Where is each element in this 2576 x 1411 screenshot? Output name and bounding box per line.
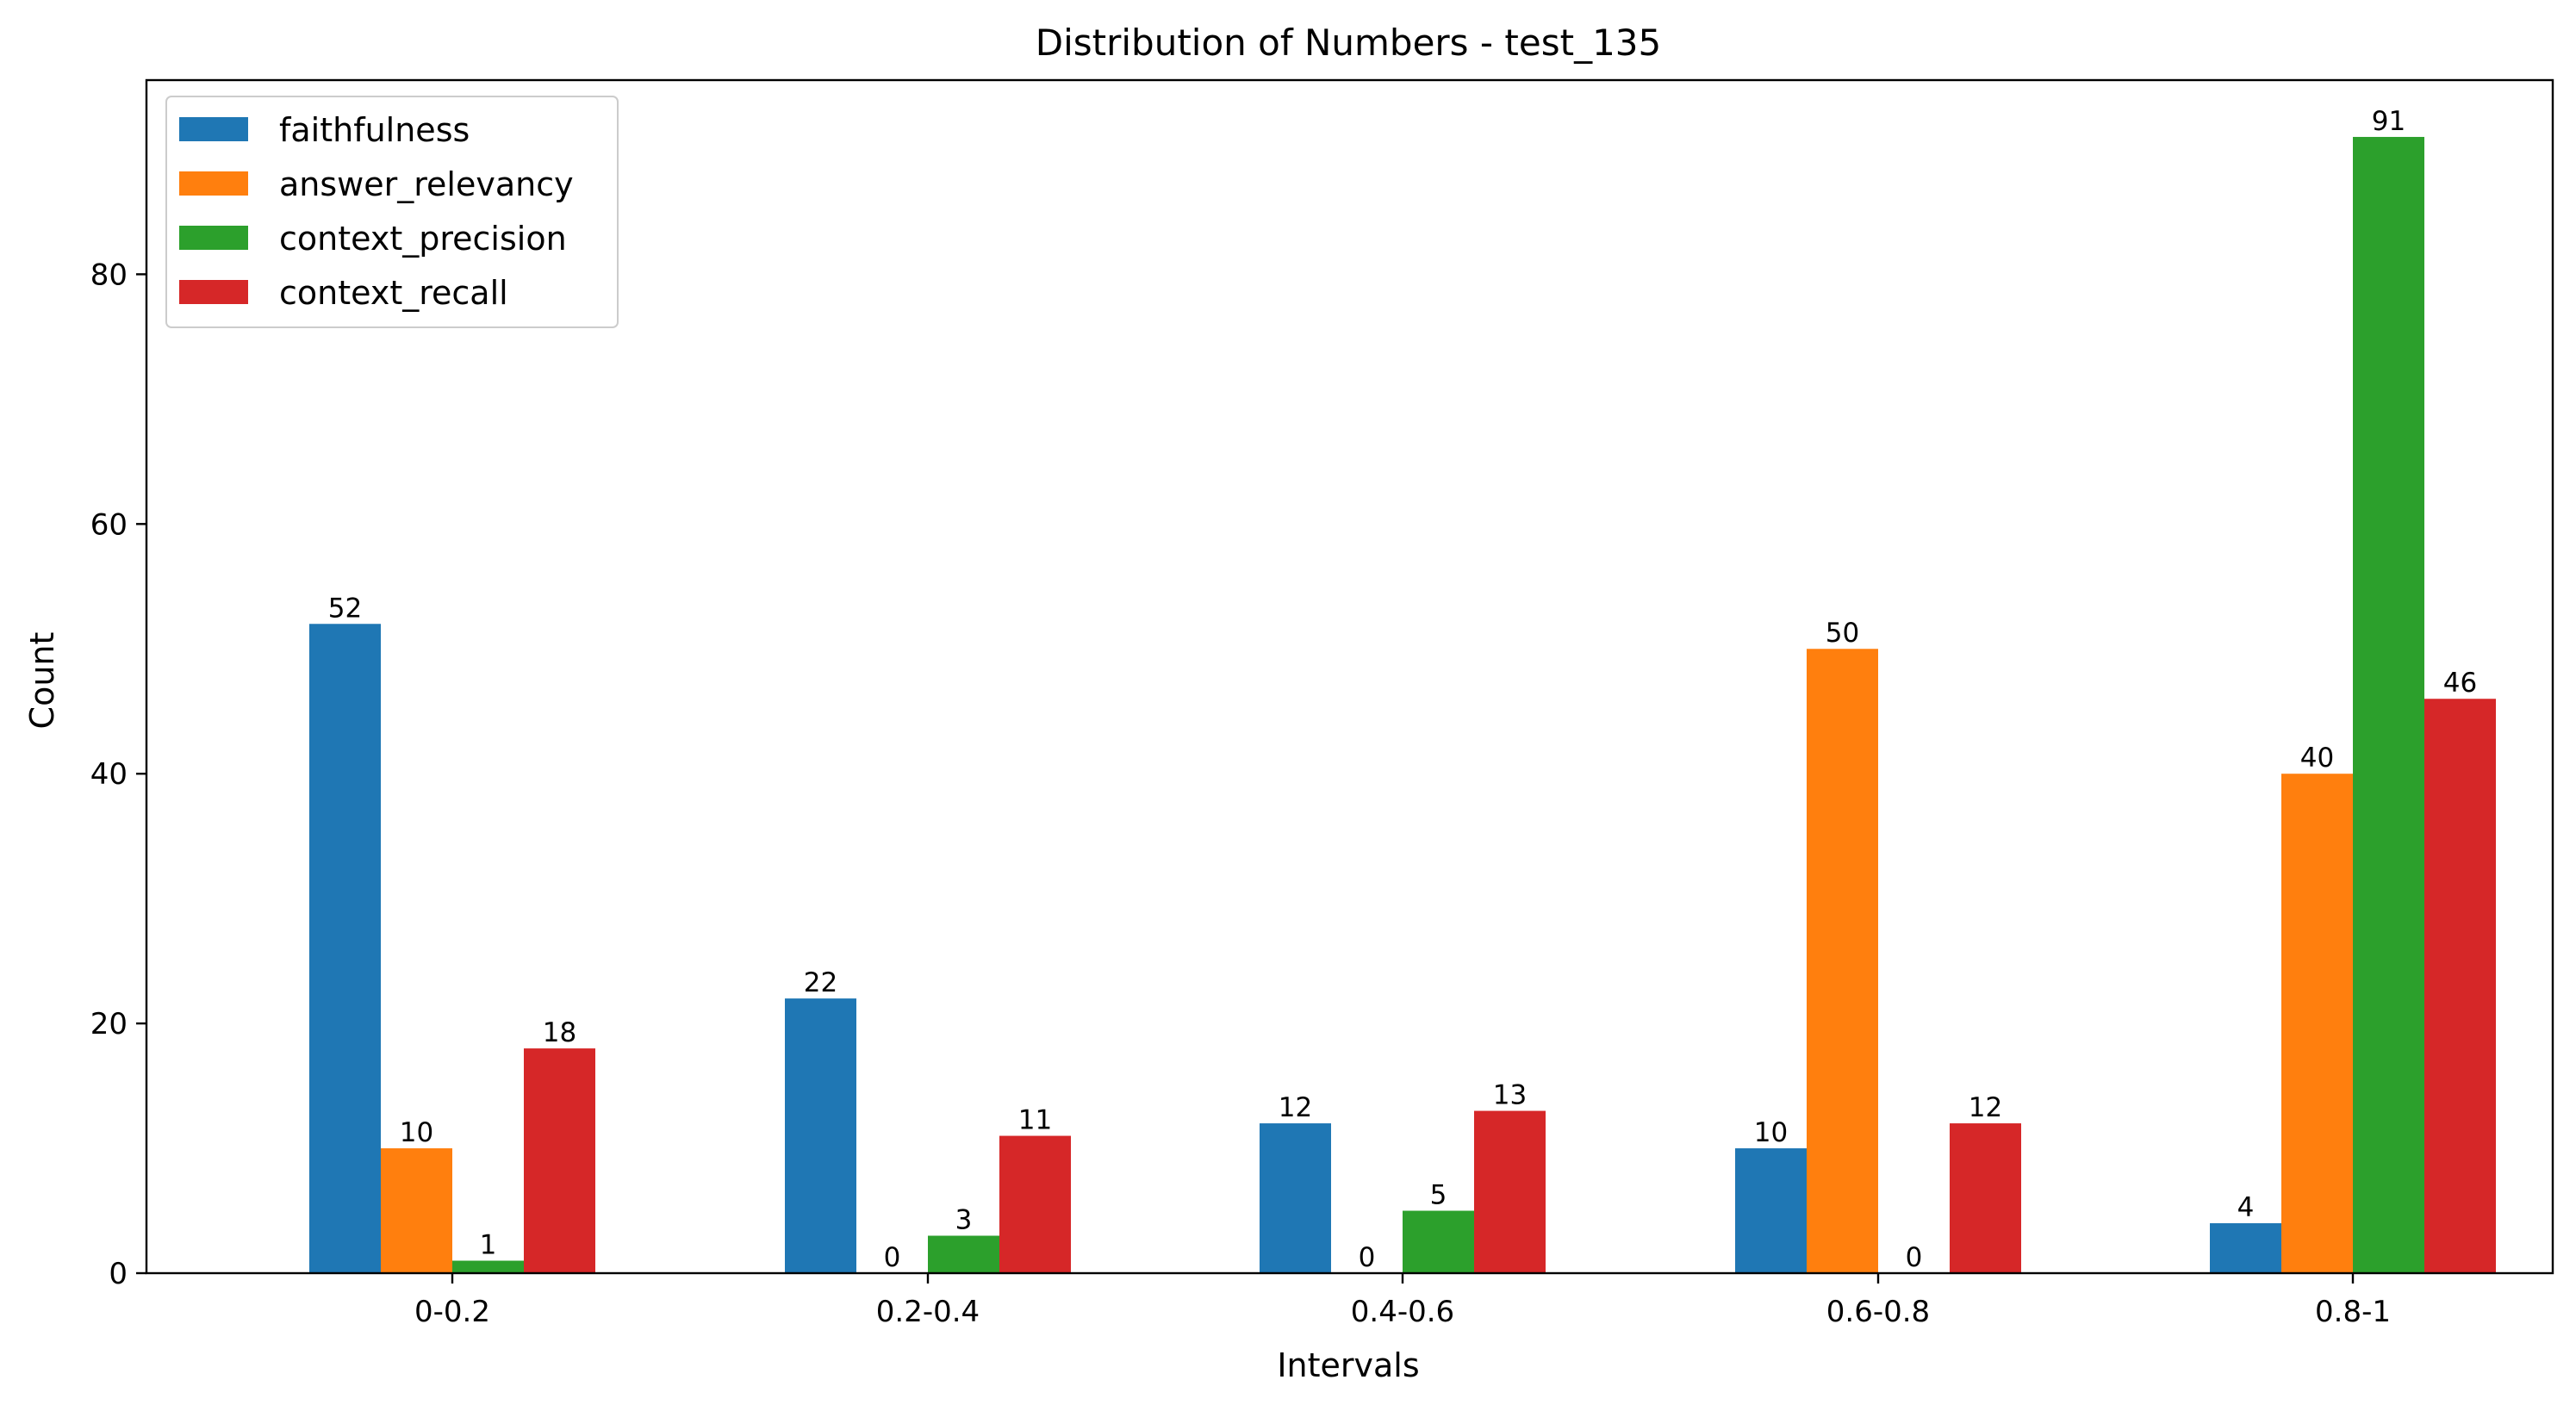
legend-label-faithfulness: faithfulness [279, 111, 470, 149]
data-label-answer_relevancy-0: 10 [400, 1117, 433, 1148]
legend-swatch-context_recall [179, 280, 248, 304]
legend-label-answer_relevancy: answer_relevancy [279, 165, 574, 203]
data-label-answer_relevancy-4: 40 [2300, 743, 2334, 774]
data-label-context_recall-3: 12 [1969, 1092, 2002, 1123]
data-label-context_precision-2: 5 [1430, 1180, 1447, 1211]
data-label-context_precision-4: 91 [2372, 106, 2405, 137]
plot-frame [145, 78, 2554, 1275]
data-label-faithfulness-2: 12 [1279, 1092, 1312, 1123]
y-tick-label-60: 60 [90, 507, 128, 542]
legend-swatch-context_precision [179, 226, 248, 250]
data-label-answer_relevancy-1: 0 [884, 1242, 901, 1273]
bar-context_recall-0 [524, 1048, 595, 1273]
data-label-faithfulness-1: 22 [804, 967, 837, 998]
legend-box [165, 96, 619, 328]
data-label-context_precision-0: 1 [480, 1230, 497, 1261]
bar-faithfulness-2 [1260, 1123, 1331, 1273]
x-axis-title: Intervals [1277, 1346, 1419, 1384]
y-tick-label-40: 40 [90, 757, 128, 792]
x-tick-label-4: 0.8-1 [2315, 1295, 2391, 1329]
bar-faithfulness-4 [2210, 1223, 2281, 1273]
y-tick-label-80: 80 [90, 258, 128, 292]
data-label-faithfulness-0: 52 [328, 593, 362, 624]
bar-context_precision-1 [928, 1235, 999, 1273]
data-label-answer_relevancy-3: 50 [1826, 618, 1859, 649]
bar-faithfulness-0 [309, 624, 381, 1273]
bar-context_precision-0 [452, 1260, 524, 1273]
data-label-faithfulness-3: 10 [1754, 1117, 1788, 1148]
legend-swatch-faithfulness [179, 117, 248, 141]
bar-context_recall-2 [1474, 1110, 1546, 1273]
data-label-context_precision-1: 3 [955, 1205, 973, 1236]
data-label-context_recall-1: 11 [1018, 1105, 1052, 1136]
bar-context_recall-4 [2424, 699, 2496, 1273]
bar-context_precision-4 [2353, 136, 2424, 1273]
x-tick-label-1: 0.2-0.4 [876, 1295, 980, 1329]
bar-faithfulness-1 [785, 998, 856, 1273]
bar-context_recall-3 [1950, 1123, 2021, 1273]
data-label-context_recall-4: 46 [2443, 668, 2477, 699]
bar-answer_relevancy-3 [1807, 649, 1878, 1273]
x-tick-label-0: 0-0.2 [414, 1295, 490, 1329]
data-label-context_recall-2: 13 [1493, 1080, 1527, 1111]
bar-context_recall-1 [999, 1135, 1071, 1273]
legend-swatch-answer_relevancy [179, 171, 248, 196]
legend-label-context_recall: context_recall [279, 274, 508, 312]
chart-title: Distribution of Numbers - test_135 [1036, 22, 1662, 64]
bar-context_precision-2 [1403, 1210, 1474, 1273]
y-axis-title: Count [23, 632, 61, 730]
legend-label-context_precision: context_precision [279, 220, 567, 258]
data-label-context_precision-3: 0 [1906, 1242, 1923, 1273]
bar-answer_relevancy-4 [2281, 774, 2353, 1273]
data-label-faithfulness-4: 4 [2237, 1192, 2255, 1223]
y-tick-label-20: 20 [90, 1007, 128, 1041]
y-tick-label-0: 0 [109, 1257, 128, 1291]
legend: faithfulness answer_relevancy context_prec… [165, 96, 619, 328]
data-label-context_recall-0: 18 [543, 1017, 576, 1048]
bar-faithfulness-3 [1735, 1148, 1807, 1273]
x-tick-label-3: 0.6-0.8 [1826, 1295, 1930, 1329]
data-label-answer_relevancy-2: 0 [1359, 1242, 1376, 1273]
x-tick-label-2: 0.4-0.6 [1351, 1295, 1454, 1329]
bar-answer_relevancy-0 [381, 1148, 452, 1273]
